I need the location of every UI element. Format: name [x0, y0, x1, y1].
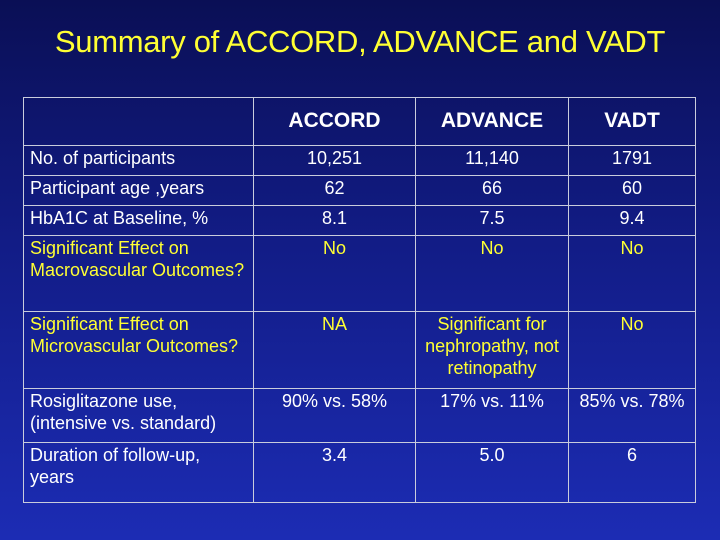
cell-vadt: No	[568, 311, 696, 389]
header-accord: ACCORD	[253, 97, 416, 146]
slide-title: Summary of ACCORD, ADVANCE and VADT	[54, 24, 666, 59]
table-row: Significant Effect on Macrovascular Outc…	[23, 235, 696, 312]
cell-vadt: 9.4	[568, 205, 696, 236]
cell-advance: No	[415, 235, 569, 312]
cell-accord: 62	[253, 175, 416, 206]
header-empty	[23, 97, 254, 146]
header-advance: ADVANCE	[415, 97, 569, 146]
table-row: HbA1C at Baseline, % 8.1 7.5 9.4	[23, 205, 696, 236]
cell-advance: 17% vs. 11%	[415, 388, 569, 443]
table-header-row: ACCORD ADVANCE VADT	[23, 97, 696, 146]
summary-table: ACCORD ADVANCE VADT No. of participants …	[23, 97, 696, 503]
table-row: Rosiglitazone use, (intensive vs. standa…	[23, 388, 696, 443]
header-vadt: VADT	[568, 97, 696, 146]
cell-accord: 10,251	[253, 145, 416, 176]
row-label-hba1c: HbA1C at Baseline, %	[23, 205, 254, 236]
cell-advance: 11,140	[415, 145, 569, 176]
cell-accord: 8.1	[253, 205, 416, 236]
cell-advance: 66	[415, 175, 569, 206]
cell-advance: Significant for nephropathy, not retinop…	[415, 311, 569, 389]
row-label-participants: No. of participants	[23, 145, 254, 176]
table-row: Participant age ,years 62 66 60	[23, 175, 696, 206]
cell-vadt: 85% vs. 78%	[568, 388, 696, 443]
cell-accord: NA	[253, 311, 416, 389]
cell-accord: No	[253, 235, 416, 312]
row-label-duration: Duration of follow-up, years	[23, 442, 254, 503]
cell-advance: 5.0	[415, 442, 569, 503]
table-row: Significant Effect on Microvascular Outc…	[23, 311, 696, 389]
cell-advance: 7.5	[415, 205, 569, 236]
cell-accord: 3.4	[253, 442, 416, 503]
cell-vadt: 60	[568, 175, 696, 206]
row-label-microvascular: Significant Effect on Microvascular Outc…	[23, 311, 254, 389]
row-label-rosiglitazone: Rosiglitazone use, (intensive vs. standa…	[23, 388, 254, 443]
cell-vadt: 1791	[568, 145, 696, 176]
row-label-age: Participant age ,years	[23, 175, 254, 206]
cell-vadt: 6	[568, 442, 696, 503]
row-label-macrovascular: Significant Effect on Macrovascular Outc…	[23, 235, 254, 312]
table-row: No. of participants 10,251 11,140 1791	[23, 145, 696, 176]
cell-accord: 90% vs. 58%	[253, 388, 416, 443]
cell-vadt: No	[568, 235, 696, 312]
table-row: Duration of follow-up, years 3.4 5.0 6	[23, 442, 696, 503]
